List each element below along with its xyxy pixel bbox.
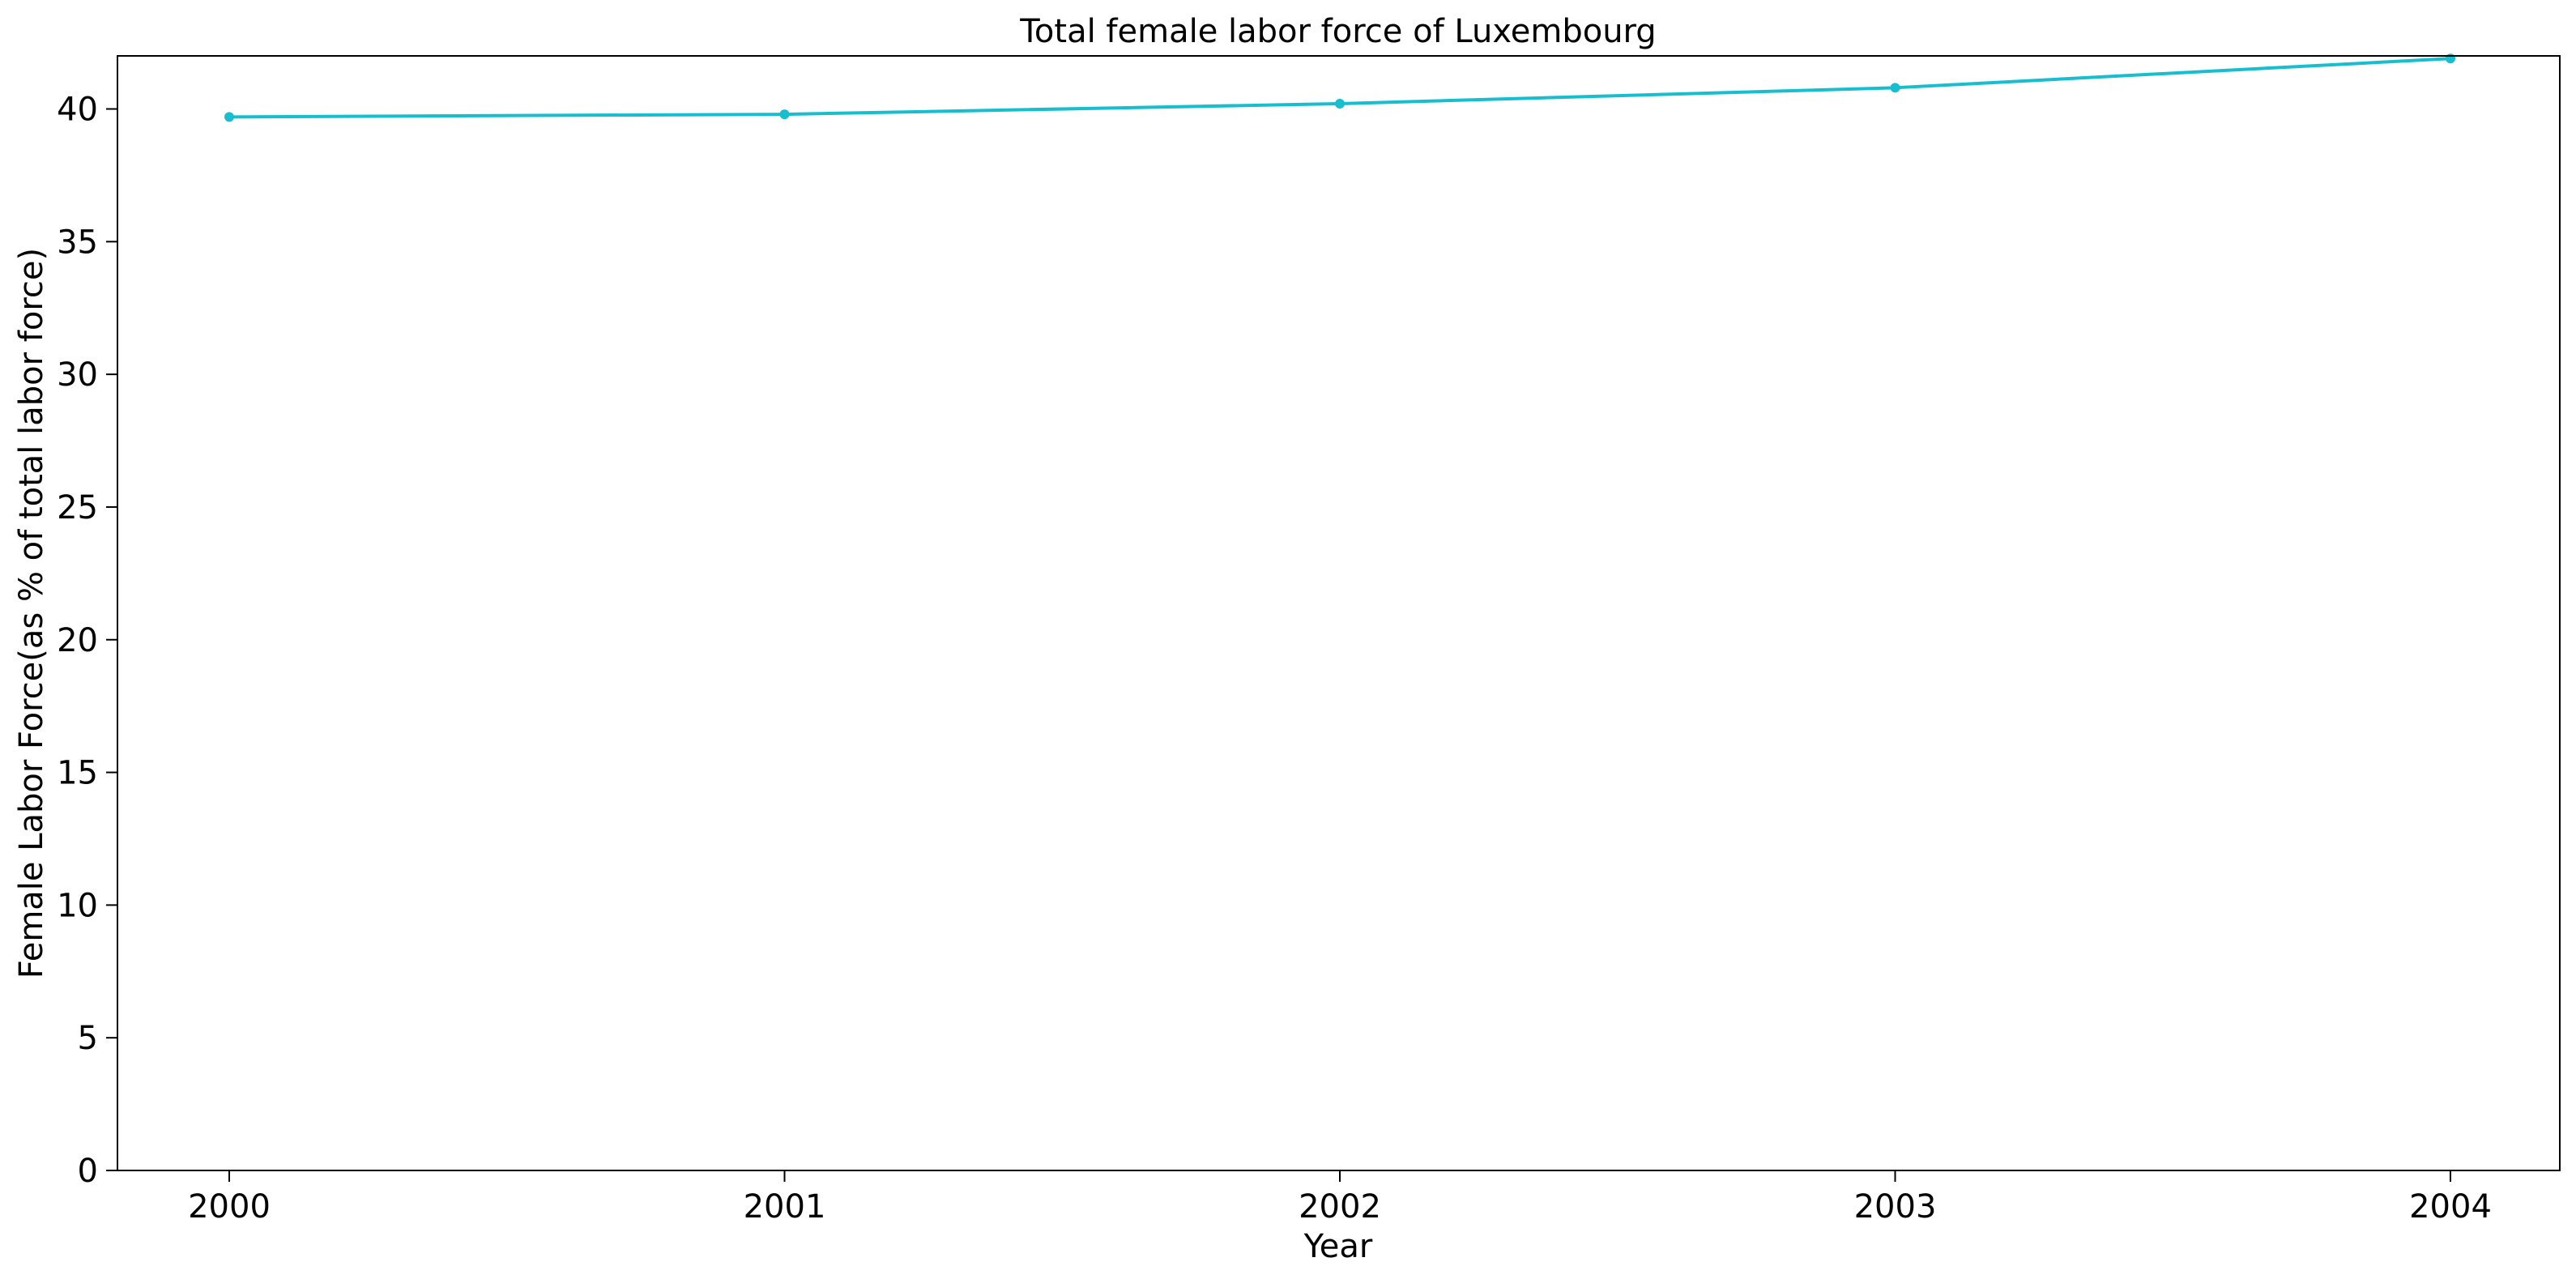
plot-area-frame: [117, 55, 2561, 1171]
x-axis-label: Year: [1303, 1228, 1373, 1265]
y-tick-label: 40: [57, 92, 98, 129]
data-point: [779, 109, 790, 120]
y-tick-label: 15: [57, 755, 98, 792]
x-axis-ticks: 2000 2001 2002 2003 2004: [188, 1170, 2492, 1226]
data-point: [224, 112, 234, 122]
x-tick-label: 2001: [744, 1188, 826, 1226]
x-tick-label: 2003: [1854, 1188, 1937, 1226]
data-point: [1890, 83, 1900, 93]
y-tick-label: 35: [57, 224, 98, 261]
y-tick-label: 25: [57, 489, 98, 527]
x-tick-label: 2004: [2409, 1188, 2492, 1226]
y-tick-label: 5: [78, 1020, 98, 1057]
y-axis-label: Female Labor Force(as % of total labor f…: [13, 248, 50, 978]
y-tick-label: 10: [57, 887, 98, 924]
y-tick-label: 0: [78, 1153, 98, 1190]
y-tick-label: 20: [57, 622, 98, 659]
series-layer: [224, 53, 2455, 122]
x-tick-label: 2000: [188, 1188, 271, 1226]
y-axis-ticks: 0 5 10 15 20 25 30 35 40: [57, 92, 117, 1190]
chart-title: Total female labor force of Luxembourg: [1019, 13, 1656, 50]
x-tick-label: 2002: [1299, 1188, 1381, 1226]
y-tick-label: 30: [57, 356, 98, 394]
data-point: [1335, 98, 1345, 109]
